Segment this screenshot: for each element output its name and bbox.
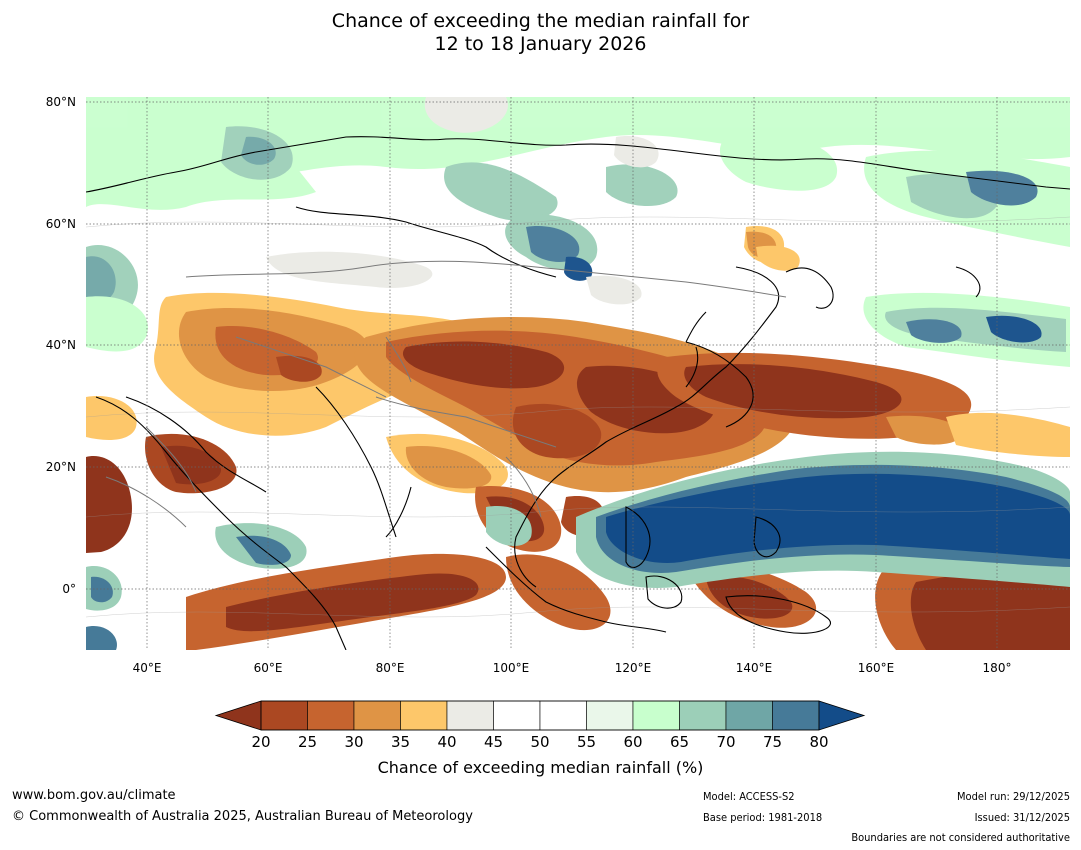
colorbar-tick-25: 25 — [297, 733, 318, 751]
issued-date: Issued: 31/12/2025 — [974, 811, 1070, 824]
lon-tick-160e: 160°E — [857, 661, 895, 675]
colorbar-tick-50: 50 — [530, 733, 550, 751]
lon-tick-120e: 120°E — [614, 661, 652, 675]
boundaries-disclaimer: Boundaries are not considered authoritat… — [851, 831, 1070, 844]
lon-tick-140e: 140°E — [735, 661, 773, 675]
colorbar-tick-35: 35 — [390, 733, 411, 751]
colorbar — [214, 700, 866, 731]
colorbar-tick-45: 45 — [483, 733, 504, 751]
lon-tick-100e: 100°E — [492, 661, 530, 675]
model-name: Model: ACCESS-S2 — [703, 790, 795, 803]
colorbar-tick-40: 40 — [437, 733, 457, 751]
model-run-date: Model run: 29/12/2025 — [957, 790, 1070, 803]
base-period: Base period: 1981-2018 — [703, 811, 823, 824]
colorbar-extend-low — [216, 701, 261, 730]
lat-tick-80n: 80°N — [45, 95, 76, 109]
colorbar-tick-55: 55 — [576, 733, 597, 751]
map-title-line2: 12 to 18 January 2026 — [434, 33, 647, 55]
colorbar-extend-high — [819, 701, 864, 730]
colorbar-tick-30: 30 — [344, 733, 364, 751]
coastlines — [86, 136, 1070, 650]
dry-region-pacific-band — [657, 226, 1070, 457]
country-boundaries — [105, 260, 787, 528]
lon-tick-40e: 40°E — [132, 661, 162, 675]
colorbar-segment-30-35 — [353, 700, 401, 731]
colorbar-segment-65-70 — [679, 700, 727, 731]
colorbar-segment-50-55 — [539, 700, 587, 731]
lat-tick-0: 0° — [62, 582, 76, 596]
wet-region-north — [86, 97, 1070, 383]
colorbar-segment-35-40 — [400, 700, 448, 731]
colorbar-tick-70: 70 — [716, 733, 736, 751]
near-median-patches — [266, 97, 659, 305]
colorbar-label: Chance of exceeding median rainfall (%) — [377, 758, 704, 777]
lat-tick-60n: 60°N — [45, 217, 76, 231]
colorbar-segment-25-30 — [307, 700, 355, 731]
dry-region-arabia-africa — [86, 396, 237, 553]
colorbar-tick-60: 60 — [623, 733, 643, 751]
colorbar-segment-20-25 — [260, 700, 308, 731]
lon-tick-180: 180° — [982, 661, 1012, 675]
graticule — [86, 97, 1070, 650]
copyright-text: © Commonwealth of Australia 2025, Austra… — [12, 809, 473, 824]
rainfall-map — [86, 97, 1070, 650]
colorbar-tick-20: 20 — [251, 733, 271, 751]
colorbar-segment-70-75 — [725, 700, 773, 731]
website-link[interactable]: www.bom.gov.au/climate — [12, 788, 176, 803]
colorbar-segment-75-80 — [772, 700, 820, 731]
lat-tick-20n: 20°N — [45, 460, 76, 474]
lon-tick-80e: 80°E — [375, 661, 405, 675]
contour-lines — [86, 216, 1070, 618]
colorbar-tick-75: 75 — [762, 733, 783, 751]
colorbar-tick-65: 65 — [669, 733, 690, 751]
colorbar-segment-60-65 — [632, 700, 680, 731]
map-title-line1: Chance of exceeding the median rainfall … — [331, 10, 750, 32]
colorbar-segment-55-60 — [586, 700, 634, 731]
colorbar-segment-45-50 — [493, 700, 541, 731]
lon-tick-60e: 60°E — [253, 661, 283, 675]
colorbar-tick-80: 80 — [809, 733, 829, 751]
wet-region-west-pacific — [86, 451, 1070, 650]
lat-tick-40n: 40°N — [45, 338, 76, 352]
colorbar-segment-40-45 — [446, 700, 494, 731]
